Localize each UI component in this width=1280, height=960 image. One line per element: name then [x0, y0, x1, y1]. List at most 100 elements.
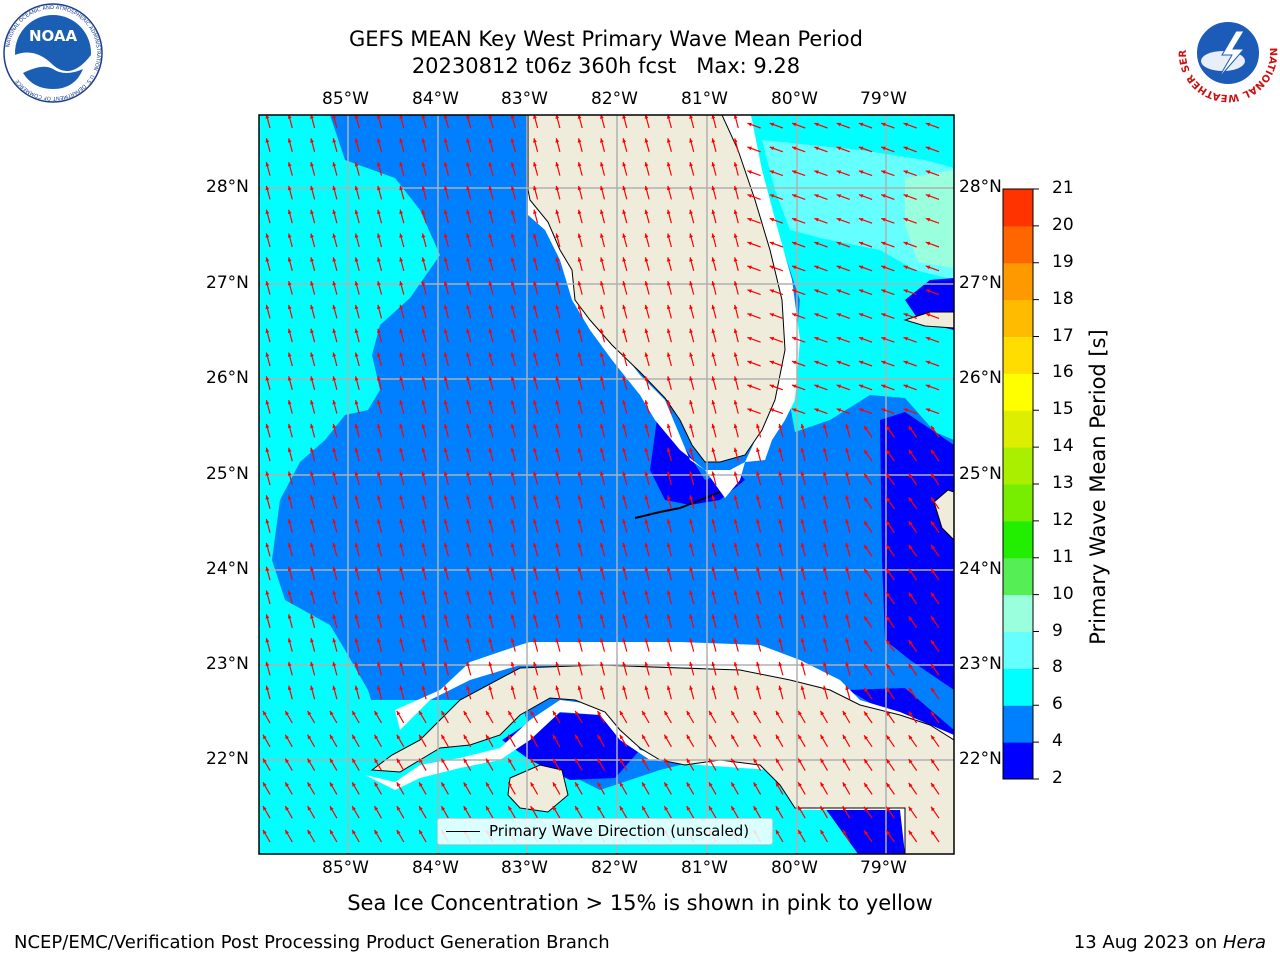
wave-direction-arrowhead: [377, 233, 381, 238]
wave-direction-arrowhead: [908, 544, 913, 550]
wave-direction-arrowhead: [820, 734, 825, 740]
wave-direction-arrowhead: [488, 590, 493, 595]
wave-direction-arrowhead: [756, 614, 760, 619]
wave-direction-arrowhead: [332, 400, 337, 405]
wave-direction-arrowhead: [332, 590, 337, 595]
wave-direction-arrowhead: [733, 138, 738, 143]
ocean-6-8s-west: [259, 115, 440, 760]
wave-direction-arrowhead: [820, 758, 825, 763]
wave-direction-arrowhead: [858, 146, 864, 151]
colorbar-segment: [1003, 189, 1033, 227]
wave-direction-arrowhead: [466, 304, 470, 310]
wave-direction-arrowhead: [769, 241, 775, 246]
wave-direction-arrowhead: [622, 590, 627, 595]
wave-direction-arrowhead: [733, 590, 738, 595]
wave-direction-arrowhead: [510, 233, 515, 238]
wave-direction-arrowhead: [881, 218, 886, 222]
wave-direction-arrowhead: [903, 218, 908, 222]
wave-direction-arrowhead: [555, 185, 560, 191]
wave-direction-arrowhead: [845, 447, 850, 453]
wave-direction-arrowhead: [903, 313, 908, 317]
wave-direction-arrowhead: [886, 782, 891, 788]
wave-direction-arrowhead: [931, 663, 935, 669]
wave-direction-arrowhead: [600, 257, 604, 262]
wave-direction-arrowhead: [399, 138, 404, 143]
wave-direction-arrowhead: [510, 209, 515, 215]
wave-direction-arrowhead: [733, 328, 738, 334]
wave-direction-arrowhead: [600, 376, 604, 381]
wave-direction-arrowhead: [908, 806, 913, 812]
wave-direction-arrowhead: [354, 376, 359, 381]
wave-direction-arrowhead: [466, 185, 470, 191]
wave-direction-arrowhead: [332, 447, 337, 453]
wave-direction-arrowhead: [396, 782, 401, 787]
wave-direction-arrowhead: [488, 638, 493, 643]
nodata-cuba-south: [365, 700, 954, 854]
wave-direction-arrowhead: [881, 265, 886, 270]
wave-direction-arrowhead: [798, 710, 802, 716]
wave-direction-arrowhead: [399, 423, 404, 429]
wave-direction-arrowhead: [377, 209, 381, 215]
wave-direction-arrowhead: [842, 734, 847, 740]
wave-direction-arrowhead: [798, 782, 802, 787]
wave-direction-arrowhead: [577, 566, 582, 572]
wave-direction-arrowhead: [399, 400, 404, 405]
wave-direction-arrowhead: [533, 447, 537, 453]
wave-direction-arrowhead: [644, 471, 649, 476]
wave-direction-arrowhead: [756, 638, 760, 643]
wave-direction-arrowhead: [931, 735, 935, 740]
wave-direction-arrowhead: [443, 519, 448, 524]
lat-label-left: 27°N: [206, 273, 249, 293]
wave-direction-arrowhead: [622, 162, 627, 167]
lon-label-bottom: 83°W: [501, 858, 548, 878]
wave-direction-arrowhead: [925, 241, 931, 246]
wave-direction-arrowhead: [555, 447, 560, 453]
wave-direction-arrowhead: [619, 710, 624, 716]
wave-direction-arrowhead: [689, 590, 693, 595]
wave-direction-arrowhead: [377, 542, 381, 548]
wave-direction-arrowhead: [555, 423, 560, 429]
wave-direction-arrowhead: [711, 447, 716, 453]
wave-direction-arrowhead: [443, 376, 448, 381]
wave-direction-arrowhead: [664, 806, 669, 811]
wave-direction-arrowhead: [600, 495, 604, 500]
wave-direction-arrowhead: [925, 337, 931, 341]
wave-direction-arrowhead: [533, 233, 537, 238]
wave-direction-arrowhead: [354, 614, 359, 619]
wave-direction-arrowhead: [285, 710, 289, 716]
wave-direction-arrowhead: [488, 162, 493, 167]
wave-direction-arrowhead: [597, 782, 602, 787]
wave-direction-arrowhead: [307, 806, 312, 811]
wave-direction-arrowhead: [733, 423, 738, 429]
colorbar-segment: [1003, 262, 1033, 301]
wave-direction-arrowhead: [555, 352, 560, 357]
wave-direction-arrowhead: [377, 400, 381, 405]
wave-direction-arrowhead: [644, 638, 649, 643]
wave-direction-arrowhead: [753, 734, 758, 740]
wave-direction-arrowhead: [908, 711, 913, 716]
wave-direction-arrowhead: [555, 233, 560, 238]
wave-direction-arrowhead: [925, 122, 931, 127]
wave-direction-arrowhead: [421, 590, 426, 595]
wave-direction-arrowhead: [488, 447, 493, 453]
wave-direction-arrowhead: [711, 257, 716, 262]
wave-direction-arrowhead: [644, 328, 649, 334]
wave-direction-arrowhead: [263, 829, 267, 835]
wave-direction-arrowhead: [925, 408, 931, 412]
wave-direction-arrowhead: [310, 400, 314, 405]
wave-direction-arrowhead: [800, 447, 805, 453]
wave-direction-arrowhead: [836, 313, 842, 317]
footer-date-text: 13 Aug 2023 on: [1073, 932, 1223, 953]
wave-direction-arrows: [262, 115, 940, 843]
wave-direction-arrowhead: [711, 495, 716, 500]
wave-direction-arrowhead: [644, 661, 649, 667]
wave-direction-arrowhead: [908, 616, 913, 621]
wave-direction-arrowhead: [310, 614, 314, 619]
wave-direction-arrowhead: [533, 471, 537, 476]
wave-direction-arrowhead: [689, 328, 693, 334]
wave-direction-arrowhead: [711, 590, 716, 595]
wave-direction-arrowhead: [858, 241, 864, 246]
wave-direction-arrowhead: [733, 376, 738, 381]
wave-direction-arrowhead: [486, 710, 490, 716]
wave-direction-arrowhead: [421, 685, 426, 691]
